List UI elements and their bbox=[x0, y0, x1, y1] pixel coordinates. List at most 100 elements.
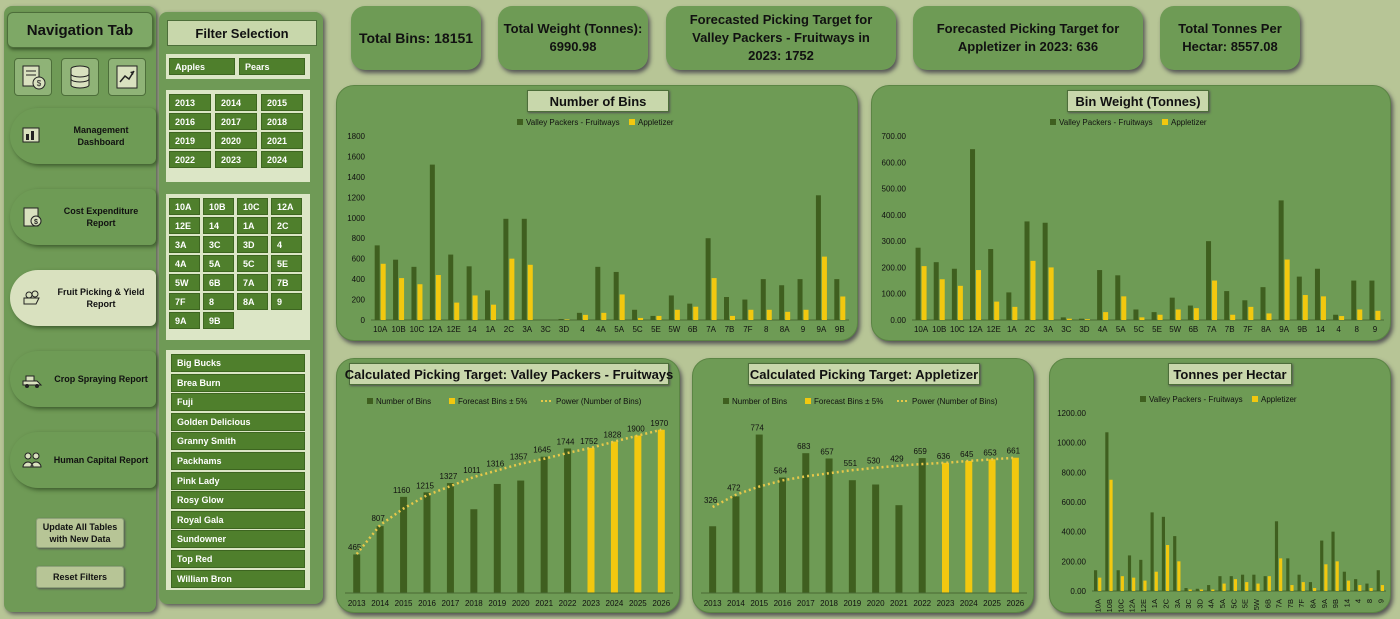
bar-appletizer bbox=[1132, 577, 1136, 591]
block-chip-7f[interactable]: 7F bbox=[169, 293, 200, 310]
bar-appletizer bbox=[1030, 260, 1036, 320]
fruit-chip-apples[interactable]: Apples bbox=[169, 58, 235, 75]
block-chip-1a[interactable]: 1A bbox=[237, 217, 268, 234]
bar-valley-packers-fruitways bbox=[1187, 305, 1193, 320]
block-chip-10a[interactable]: 10A bbox=[169, 198, 200, 215]
variety-chip-packhams[interactable]: Packhams bbox=[171, 452, 305, 470]
variety-chip-royal-gala[interactable]: Royal Gala bbox=[171, 510, 305, 529]
database-icon[interactable] bbox=[61, 58, 99, 96]
legend-label: Number of Bins bbox=[732, 397, 787, 406]
variety-chip-sundowner[interactable]: Sundowner bbox=[171, 530, 305, 549]
x-tick-label: 3A bbox=[1043, 325, 1053, 334]
block-chip-7a[interactable]: 7A bbox=[237, 274, 268, 291]
block-chip-3c[interactable]: 3C bbox=[203, 236, 234, 253]
bar-valley-packers-fruitways bbox=[797, 279, 803, 320]
legend-label: Valley Packers - Fruitways bbox=[526, 118, 620, 127]
bar-appletizer bbox=[509, 258, 515, 320]
block-chip-8a[interactable]: 8A bbox=[237, 293, 268, 310]
x-tick-label: 5E bbox=[651, 325, 661, 334]
variety-chip-granny-smith[interactable]: Granny Smith bbox=[171, 432, 305, 451]
variety-chip-big-bucks[interactable]: Big Bucks bbox=[171, 354, 305, 372]
variety-chip-pink-lady[interactable]: Pink Lady bbox=[171, 471, 305, 490]
block-chip-5e[interactable]: 5E bbox=[271, 255, 302, 272]
data-label: 653 bbox=[983, 448, 997, 457]
bar-appletizer bbox=[527, 264, 533, 320]
x-tick-label: 4A bbox=[1098, 325, 1108, 334]
bar-number-of-bins bbox=[423, 492, 431, 593]
variety-chip-top-red[interactable]: Top Red bbox=[171, 550, 305, 568]
block-chip-6b[interactable]: 6B bbox=[203, 274, 234, 291]
nav-button-management-dashboard[interactable]: Management Dashboard bbox=[10, 108, 156, 164]
variety-chip-brea-burn[interactable]: Brea Burn bbox=[171, 373, 305, 392]
chart-title: Number of Bins bbox=[527, 90, 669, 112]
block-chip-9[interactable]: 9 bbox=[271, 293, 302, 310]
variety-chip-rosy-glow[interactable]: Rosy Glow bbox=[171, 491, 305, 510]
variety-chip-golden-delicious[interactable]: Golden Delicious bbox=[171, 412, 305, 431]
bar-appletizer bbox=[1143, 580, 1147, 591]
nav-button-cost-expenditure[interactable]: $ Cost Expenditure Report bbox=[10, 189, 156, 245]
block-chip-4a[interactable]: 4A bbox=[169, 255, 200, 272]
y-tick-label: 0.00 bbox=[890, 316, 906, 325]
bar-appletizer bbox=[1066, 318, 1072, 320]
x-tick-label: 12E bbox=[1139, 599, 1148, 612]
x-tick-label: 2019 bbox=[488, 599, 506, 608]
y-tick-label: 1200 bbox=[347, 193, 365, 202]
year-chip-2020[interactable]: 2020 bbox=[215, 132, 257, 149]
year-chip-2023[interactable]: 2023 bbox=[215, 151, 257, 168]
variety-chip-fuji[interactable]: Fuji bbox=[171, 393, 305, 412]
bar-appletizer bbox=[1012, 306, 1018, 320]
year-chip-2014[interactable]: 2014 bbox=[215, 94, 257, 111]
year-chip-2017[interactable]: 2017 bbox=[215, 113, 257, 130]
block-chip-7b[interactable]: 7B bbox=[271, 274, 302, 291]
year-chip-2021[interactable]: 2021 bbox=[261, 132, 303, 149]
people-icon bbox=[22, 452, 42, 468]
block-chip-10c[interactable]: 10C bbox=[237, 198, 268, 215]
block-chip-8[interactable]: 8 bbox=[203, 293, 234, 310]
block-chip-5w[interactable]: 5W bbox=[169, 274, 200, 291]
nav-button-label: Human Capital Report bbox=[53, 455, 149, 465]
variety-slicer: Big Bucks Brea Burn Fuji Golden Delicious Gr… bbox=[166, 350, 310, 590]
block-chip-10b[interactable]: 10B bbox=[203, 198, 234, 215]
update-tables-button[interactable]: Update All Tables with New Data bbox=[36, 518, 124, 548]
bar-valley-packers-fruitways bbox=[1078, 318, 1084, 320]
year-chip-2013[interactable]: 2013 bbox=[169, 94, 211, 111]
bar-valley-packers-fruitways bbox=[970, 149, 976, 320]
report-icon[interactable]: $ bbox=[14, 58, 52, 96]
block-chip-9a[interactable]: 9A bbox=[169, 312, 200, 329]
bar-number-of-bins bbox=[470, 509, 478, 593]
year-chip-2015[interactable]: 2015 bbox=[261, 94, 303, 111]
x-tick-label: 7F bbox=[743, 325, 752, 334]
chart-icon[interactable] bbox=[108, 58, 146, 96]
block-chip-12a[interactable]: 12A bbox=[271, 198, 302, 215]
block-chip-2c[interactable]: 2C bbox=[271, 217, 302, 234]
year-chip-2022[interactable]: 2022 bbox=[169, 151, 211, 168]
block-chip-12e[interactable]: 12E bbox=[169, 217, 200, 234]
block-chip-14[interactable]: 14 bbox=[203, 217, 234, 234]
x-tick-label: 2019 bbox=[843, 599, 861, 608]
year-chip-2019[interactable]: 2019 bbox=[169, 132, 211, 149]
block-chip-3d[interactable]: 3D bbox=[237, 236, 268, 253]
x-tick-label: 6B bbox=[688, 325, 698, 334]
bar-valley-packers-fruitways bbox=[1333, 314, 1339, 320]
nav-button-human-capital[interactable]: Human Capital Report bbox=[10, 432, 156, 488]
year-chip-2016[interactable]: 2016 bbox=[169, 113, 211, 130]
x-tick-label: 2017 bbox=[797, 599, 815, 608]
block-chip-5a[interactable]: 5A bbox=[203, 255, 234, 272]
x-tick-label: 5C bbox=[632, 325, 642, 334]
bar-appletizer bbox=[1267, 576, 1271, 591]
block-chip-3a[interactable]: 3A bbox=[169, 236, 200, 253]
block-chip-4[interactable]: 4 bbox=[271, 236, 302, 253]
bar-valley-packers-fruitways bbox=[705, 238, 711, 320]
nav-button-fruit-picking[interactable]: Fruit Picking & Yield Report bbox=[10, 270, 156, 326]
year-chip-2018[interactable]: 2018 bbox=[261, 113, 303, 130]
block-chip-9b[interactable]: 9B bbox=[203, 312, 234, 329]
block-chip-5c[interactable]: 5C bbox=[237, 255, 268, 272]
bar-valley-packers-fruitways bbox=[1116, 570, 1120, 591]
reset-filters-button[interactable]: Reset Filters bbox=[36, 566, 124, 588]
variety-chip-william-bron[interactable]: William Bron bbox=[171, 569, 305, 588]
bar-valley-packers-fruitways bbox=[1169, 297, 1175, 320]
fruit-chip-pears[interactable]: Pears bbox=[239, 58, 305, 75]
year-chip-2024[interactable]: 2024 bbox=[261, 151, 303, 168]
x-tick-label: 4 bbox=[580, 325, 585, 334]
nav-button-crop-spraying[interactable]: Crop Spraying Report bbox=[10, 351, 156, 407]
